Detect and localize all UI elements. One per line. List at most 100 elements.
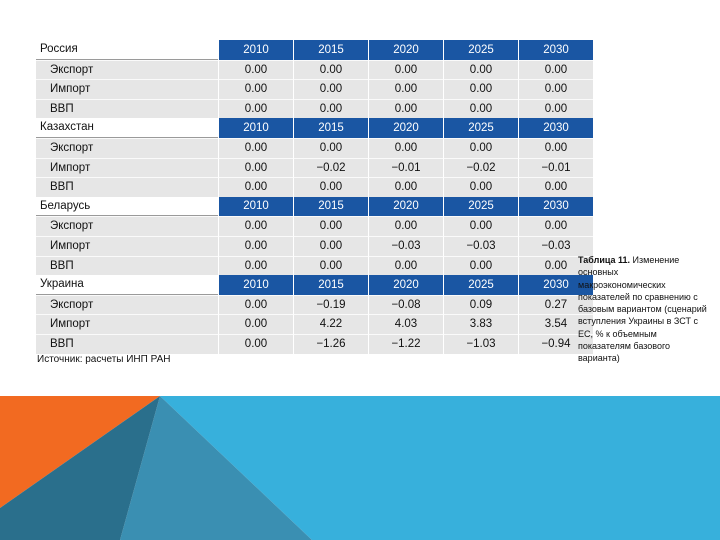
value-cell: 0.00 [293,137,368,158]
year-header: 2030 [518,196,593,217]
country-label: Казахстан [36,118,218,138]
value-cell: 0.00 [368,59,443,80]
value-cell: 0.00 [368,255,443,276]
value-cell: 0.00 [368,98,443,119]
country-label: Беларусь [36,196,218,217]
indicator-label: Экспорт [36,294,218,315]
value-cell: 0.00 [218,59,293,80]
indicator-label: Экспорт [36,216,218,236]
source-note: Источник: расчеты ИНП РАН [37,354,171,365]
value-cell: 0.00 [443,216,518,236]
year-header: 2015 [293,40,368,60]
value-cell: 0.00 [368,137,443,158]
year-header: 2010 [218,118,293,138]
value-cell: 0.00 [218,294,293,315]
year-header: 2010 [218,275,293,295]
indicator-label: Импорт [36,79,218,99]
value-cell: 0.00 [518,137,593,158]
value-cell: 0.00 [443,255,518,276]
value-cell: 0.00 [443,137,518,158]
value-cell: 0.00 [518,255,593,276]
value-cell: 0.00 [293,216,368,236]
table-row: ВВП 0.00 −1.26 −1.22 −1.03 −0.94 [36,333,593,354]
year-header: 2030 [518,40,593,60]
value-cell: 0.00 [293,98,368,119]
table-row: Импорт 0.00 −0.02 −0.01 −0.02 −0.01 [36,157,593,178]
section-header-row: Украина 2010 2015 2020 2025 2030 [36,275,593,295]
table-row: Экспорт 0.00 0.00 0.00 0.00 0.00 [36,137,593,158]
section-header-row: Россия 2010 2015 2020 2025 2030 [36,40,593,60]
value-cell: 0.00 [218,137,293,158]
indicator-label: Импорт [36,314,218,334]
indicator-label: Экспорт [36,137,218,158]
dark-teal-shape [0,396,160,540]
table-row: Экспорт 0.00 0.00 0.00 0.00 0.00 [36,216,593,236]
value-cell: 0.00 [443,59,518,80]
table-row: Экспорт 0.00 0.00 0.00 0.00 0.00 [36,59,593,80]
indicator-label: ВВП [36,177,218,197]
value-cell: 0.00 [368,216,443,236]
indicator-label: ВВП [36,333,218,354]
value-cell: 0.00 [218,177,293,197]
value-cell: 0.00 [293,59,368,80]
value-cell: −0.19 [293,294,368,315]
value-cell: 0.00 [218,314,293,334]
value-cell: −1.03 [443,333,518,354]
value-cell: 0.27 [518,294,593,315]
value-cell: 0.00 [518,216,593,236]
value-cell: 4.22 [293,314,368,334]
macro-indicators-table: Россия 2010 2015 2020 2025 2030 Экспорт 0.00 0.0… [36,40,593,354]
year-header: 2030 [518,118,593,138]
value-cell: 0.00 [218,79,293,99]
value-cell: −0.03 [368,235,443,256]
year-header: 2025 [443,118,518,138]
value-cell: 0.00 [518,79,593,99]
year-header: 2020 [368,40,443,60]
table-row: Импорт 0.00 0.00 −0.03 −0.03 −0.03 [36,235,593,256]
section-header-row: Казахстан 2010 2015 2020 2025 2030 [36,118,593,138]
country-label: Украина [36,275,218,295]
value-cell: 0.00 [218,235,293,256]
value-cell: −1.26 [293,333,368,354]
value-cell: 3.83 [443,314,518,334]
value-cell: 0.00 [443,177,518,197]
year-header: 2020 [368,118,443,138]
table-caption: Таблица 11. Изменение основных макроэкон… [578,254,708,365]
value-cell: 0.00 [518,59,593,80]
year-header: 2025 [443,275,518,295]
indicator-label: Импорт [36,157,218,178]
value-cell: 0.00 [368,79,443,99]
value-cell: 0.00 [218,157,293,178]
table-row: Импорт 0.00 0.00 0.00 0.00 0.00 [36,79,593,99]
value-cell: 3.54 [518,314,593,334]
year-header: 2015 [293,196,368,217]
table-row: ВВП 0.00 0.00 0.00 0.00 0.00 [36,177,593,197]
value-cell: 0.00 [293,177,368,197]
value-cell: 0.00 [368,177,443,197]
indicator-label: Экспорт [36,59,218,80]
value-cell: 0.00 [293,235,368,256]
value-cell: −0.08 [368,294,443,315]
year-header: 2020 [368,275,443,295]
value-cell: −0.01 [518,157,593,178]
light-blue-shape [160,396,720,540]
section-header-row: Беларусь 2010 2015 2020 2025 2030 [36,196,593,217]
value-cell: 0.00 [218,216,293,236]
value-cell: 0.00 [518,177,593,197]
table-row: ВВП 0.00 0.00 0.00 0.00 0.00 [36,98,593,119]
year-header: 2015 [293,118,368,138]
indicator-label: ВВП [36,255,218,276]
caption-text: Изменение основных макроэкономических по… [578,255,707,364]
value-cell: −1.22 [368,333,443,354]
value-cell: −0.03 [443,235,518,256]
year-header: 2020 [368,196,443,217]
indicator-label: ВВП [36,98,218,119]
value-cell: 0.00 [518,98,593,119]
year-header: 2025 [443,196,518,217]
country-label: Россия [36,40,218,60]
table-row: ВВП 0.00 0.00 0.00 0.00 0.00 [36,255,593,276]
value-cell: 0.09 [443,294,518,315]
year-header: 2010 [218,196,293,217]
